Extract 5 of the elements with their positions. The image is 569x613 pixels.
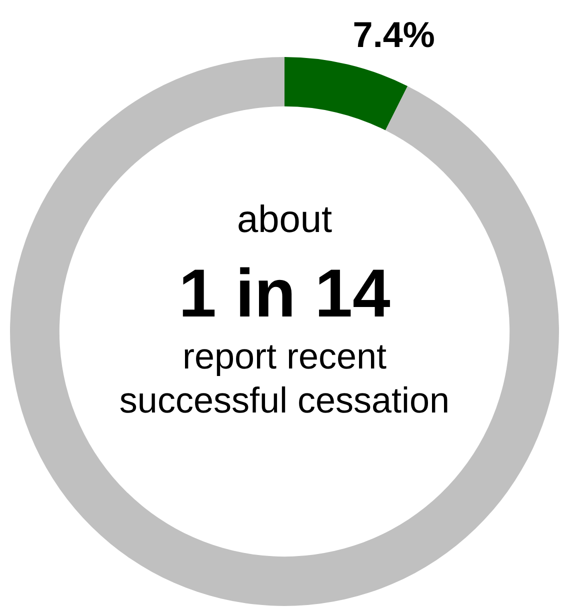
text: 1 in 14 [178,255,391,332]
text: successful cessation [119,379,450,420]
text: about [236,198,332,241]
data-label: 7.4% [352,14,435,55]
text: report recent [182,335,387,376]
